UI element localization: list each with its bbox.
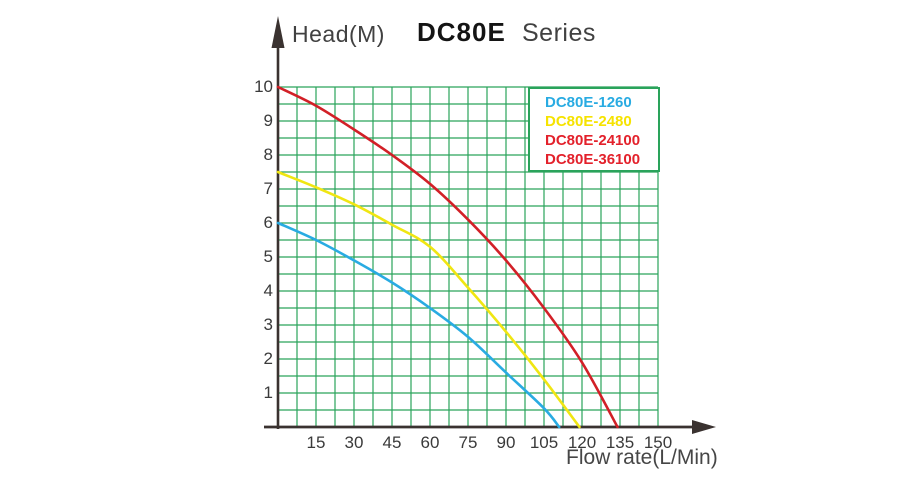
- x-tick-label: 105: [529, 433, 559, 452]
- y-tick-label: 8: [263, 145, 273, 164]
- y-tick-label: 6: [263, 213, 273, 232]
- y-tick-label: 5: [263, 247, 273, 266]
- chart-title-series: Series: [522, 19, 596, 47]
- legend-item-label: DC80E-2480: [545, 113, 632, 130]
- x-axis-title: Flow rate(L/Min): [566, 446, 718, 469]
- y-tick-label: 4: [263, 281, 273, 300]
- y-tick-label: 10: [254, 77, 273, 96]
- legend-item-label: DC80E-36100: [545, 151, 641, 168]
- y-tick-label: 7: [263, 179, 273, 198]
- y-tick-label: 1: [263, 383, 273, 402]
- y-tick-label: 3: [263, 315, 273, 334]
- x-tick-label: 30: [344, 433, 364, 452]
- x-tick-label: 45: [382, 433, 402, 452]
- x-axis-arrow-icon: [692, 420, 716, 434]
- y-tick-label: 9: [263, 111, 273, 130]
- x-tick-label: 150: [643, 433, 673, 452]
- y-axis-title: Head(M): [292, 21, 385, 47]
- curve-dc80e-24100-dc80e-36100: [276, 85, 619, 429]
- legend: DC80E-1260 DC80E-2480 DC80E-24100 DC80E-361…: [528, 87, 660, 172]
- curve-dc80e-2480: [276, 170, 581, 429]
- x-tick-label: 75: [458, 433, 478, 452]
- x-tick-label: 120: [567, 433, 597, 452]
- legend-item-label: DC80E-1260: [545, 94, 632, 111]
- x-tick-label: 60: [420, 433, 440, 452]
- curve-dc80e-1260: [276, 221, 561, 429]
- x-tick-label: 15: [306, 433, 326, 452]
- y-tick-label: 2: [263, 349, 273, 368]
- chart-title-model: DC80E: [417, 17, 506, 47]
- x-tick-label: 90: [496, 433, 516, 452]
- x-tick-label: 135: [605, 433, 635, 452]
- legend-item-label: DC80E-24100: [545, 132, 641, 149]
- y-axis-arrow-icon: [271, 16, 285, 48]
